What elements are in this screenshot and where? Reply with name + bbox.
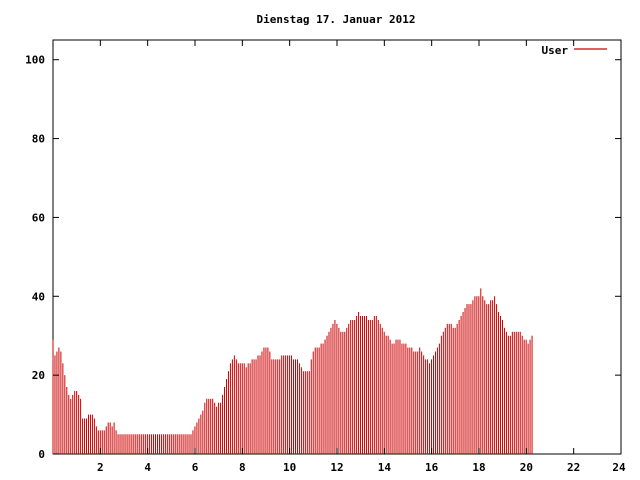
x-tick-label: 20 <box>520 461 533 474</box>
legend: User <box>542 44 607 57</box>
y-tick-label: 20 <box>32 369 45 382</box>
bars-layer <box>52 288 533 454</box>
y-tick-label: 40 <box>32 290 45 303</box>
y-tick-label: 60 <box>32 211 45 224</box>
x-tick-label: 12 <box>330 461 343 474</box>
x-tick-label: 6 <box>192 461 199 474</box>
y-tick-label: 100 <box>25 54 45 67</box>
y-tick-label: 80 <box>32 133 45 146</box>
x-tick-label: 2 <box>97 461 104 474</box>
x-tick-label: 18 <box>472 461 485 474</box>
y-tick-label: 0 <box>38 448 45 461</box>
y-axis: 0 20 40 60 80 100 <box>25 54 621 461</box>
chart-title: Dienstag 17. Januar 2012 <box>257 13 416 26</box>
x-tick-label: 10 <box>283 461 296 474</box>
x-tick-label: 16 <box>425 461 439 474</box>
x-tick-label: 14 <box>378 461 392 474</box>
legend-label-user: User <box>542 44 569 57</box>
x-tick-label: 4 <box>144 461 151 474</box>
x-tick-label: 8 <box>239 461 246 474</box>
x-axis: 2 4 6 8 10 12 14 16 18 20 22 24 <box>97 40 626 474</box>
x-tick-label: 24 <box>612 461 626 474</box>
x-tick-label: 22 <box>567 461 580 474</box>
